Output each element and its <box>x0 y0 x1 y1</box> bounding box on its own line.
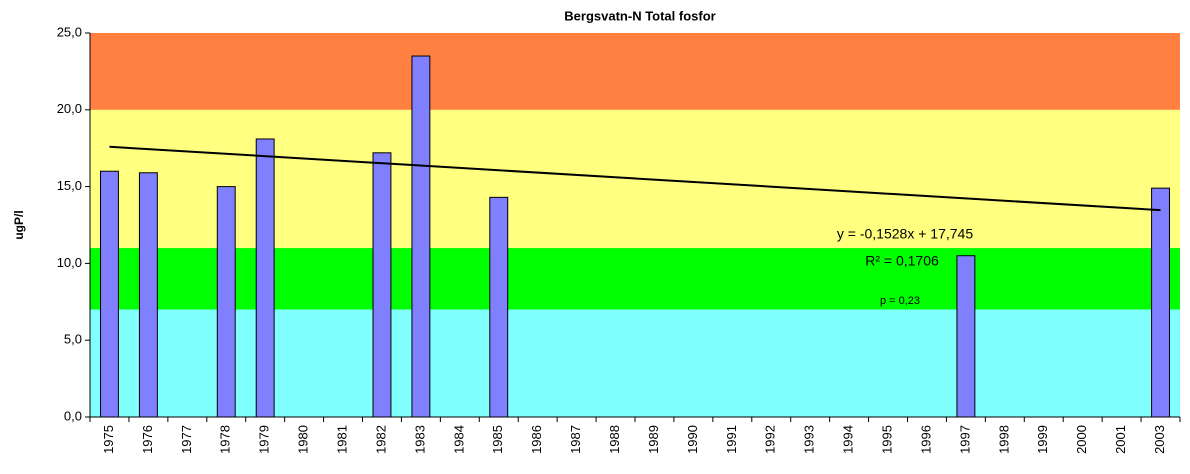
y-tick-label: 15,0 <box>57 178 82 193</box>
x-tick-label: 1987 <box>568 425 583 454</box>
x-tick-label: 1982 <box>373 425 388 454</box>
x-tick-label: 1992 <box>763 425 778 454</box>
x-tick-label: 1990 <box>685 425 700 454</box>
bar <box>255 138 275 418</box>
trend-equation: y = -0,1528x + 17,745 <box>837 226 973 242</box>
y-tick-label: 25,0 <box>57 24 82 39</box>
x-tick-label: 1984 <box>451 425 466 454</box>
x-tick-label: 1981 <box>334 425 349 454</box>
x-tick-label: 2001 <box>1113 425 1128 454</box>
x-tick-label: 1999 <box>1035 425 1050 454</box>
bar <box>138 172 158 418</box>
x-tick-label: 1988 <box>607 425 622 454</box>
x-tick-label: 1986 <box>529 425 544 454</box>
x-tick-label: 1985 <box>490 425 505 454</box>
x-tick-label: 1980 <box>296 425 311 454</box>
bar <box>411 55 431 418</box>
trend-p: p = 0,23 <box>880 295 920 307</box>
y-tick-label: 0,0 <box>64 408 82 423</box>
x-tick-label: 2003 <box>1152 425 1167 454</box>
x-tick-label: 1997 <box>957 425 972 454</box>
y-tick-label: 20,0 <box>57 101 82 116</box>
class-band <box>90 33 1180 110</box>
x-tick-label: 1976 <box>140 425 155 454</box>
class-band <box>90 309 1180 417</box>
x-tick-label: 1978 <box>218 425 233 454</box>
bar <box>956 255 976 418</box>
x-tick-label: 1977 <box>179 425 194 454</box>
x-tick-label: 2000 <box>1074 425 1089 454</box>
y-axis-label: ugP/l <box>12 210 26 239</box>
bar <box>1151 187 1170 418</box>
x-tick-label: 1998 <box>996 425 1011 454</box>
class-band <box>90 248 1180 310</box>
chart-title: Bergsvatn-N Total fosfor <box>564 8 715 23</box>
x-tick-label: 1989 <box>646 425 661 454</box>
x-tick-label: 1993 <box>802 425 817 454</box>
bar <box>372 152 392 418</box>
y-tick-label: 5,0 <box>64 332 82 347</box>
x-tick-label: 1983 <box>412 425 427 454</box>
x-tick-label: 1996 <box>918 425 933 454</box>
x-tick-label: 1995 <box>879 425 894 454</box>
bar <box>489 196 509 418</box>
trendline <box>109 145 1161 212</box>
x-tick-label: 1991 <box>724 425 739 454</box>
x-tick-label: 1979 <box>257 425 272 454</box>
x-tick-label: 1994 <box>841 425 856 454</box>
bar <box>216 186 236 418</box>
y-tick-label: 10,0 <box>57 255 82 270</box>
x-tick-label: 1975 <box>101 425 116 454</box>
trend-r2: R² = 0,1706 <box>865 253 939 269</box>
bar <box>100 170 119 418</box>
